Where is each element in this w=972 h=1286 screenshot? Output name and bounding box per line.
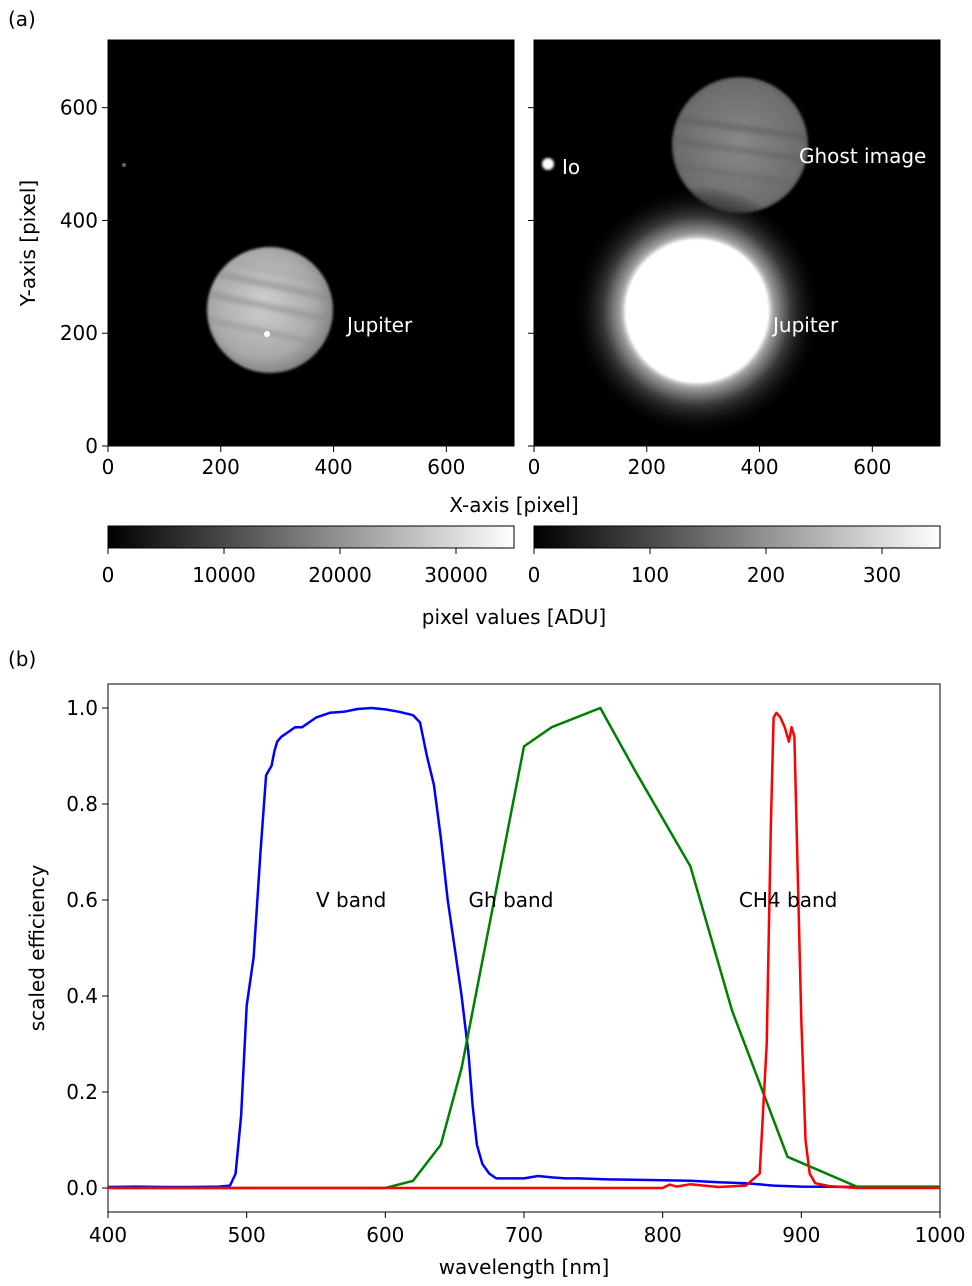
- colorbar-tick-label: 0: [528, 563, 541, 587]
- chart-frame: [107, 683, 941, 1213]
- colorbar-label: pixel values [ADU]: [422, 605, 606, 629]
- x-tick-label: 900: [782, 1223, 820, 1247]
- v-band-line: [107, 706, 940, 1189]
- colorbar-tick-label: 30000: [424, 563, 488, 587]
- left-image-jupiter-bands: [208, 254, 332, 351]
- right-image-jupiter-disk: [625, 239, 769, 383]
- colorbar-ticks: 0 10000 20000 30000 0 100 200 300: [102, 548, 901, 587]
- x-tick-label: 700: [505, 1223, 543, 1247]
- y-tick-label: 0.8: [66, 792, 98, 816]
- colorbar-tick-label: 300: [863, 563, 901, 587]
- band-annotation: V band: [316, 888, 386, 912]
- colorbar-left: [107, 525, 515, 549]
- x-axis-label: wavelength [nm]: [439, 1255, 610, 1279]
- colorbar-tick-label: 100: [631, 563, 669, 587]
- y-axis-label: scaled efficiency: [25, 865, 49, 1032]
- left-image-bright-spot: [264, 331, 270, 337]
- panel-a-xlabel: X-axis [pixel]: [449, 493, 578, 517]
- left-image-panel: Jupiter: [107, 39, 515, 447]
- image-y-tick-label: 400: [60, 208, 98, 232]
- right-image-ghost-bands: [673, 115, 807, 187]
- image-x-tick-label: 600: [853, 455, 891, 479]
- right-image-panel: Io Ghost image Jupiter: [533, 39, 941, 447]
- left-image-label-jupiter: Jupiter: [345, 313, 413, 337]
- ch4-band-line: [108, 711, 940, 1190]
- filter-efficiency-chart: 400 500 600 700 800 900 1000 0.0 0.2 0.4 0.6 0.8 1.0…: [25, 683, 966, 1279]
- right-image-io: [542, 158, 554, 170]
- band-annotation: Gh band: [469, 888, 554, 912]
- colorbar-right: [533, 525, 941, 549]
- left-image-faint-moon: [122, 163, 126, 167]
- y-tick-label: 0.4: [66, 984, 98, 1008]
- colorbar-tick-label: 10000: [192, 563, 256, 587]
- x-tick-label: 600: [366, 1223, 404, 1247]
- y-tick-label: 0.0: [66, 1176, 98, 1200]
- x-tick-label: 500: [228, 1223, 266, 1247]
- right-image-label-jupiter: Jupiter: [771, 313, 839, 337]
- panel-a-ylabel: Y-axis [pixel]: [16, 180, 40, 307]
- x-tick-label: 1000: [915, 1223, 966, 1247]
- image-x-tick-label: 400: [740, 455, 778, 479]
- y-tick-label: 0.6: [66, 888, 98, 912]
- image-y-tick-label: 0: [85, 434, 98, 458]
- image-axes: 0 200 400 600 0 200 400 600 0 200 400 600: [60, 96, 892, 479]
- gh-band-line: [108, 706, 940, 1190]
- image-x-tick-label: 0: [528, 455, 541, 479]
- image-y-tick-label: 200: [60, 321, 98, 345]
- colorbar-tick-label: 20000: [308, 563, 372, 587]
- image-x-tick-label: 200: [202, 455, 240, 479]
- image-x-tick-label: 400: [314, 455, 352, 479]
- x-tick-label: 800: [644, 1223, 682, 1247]
- y-tick-label: 1.0: [66, 696, 98, 720]
- y-tick-label: 0.2: [66, 1080, 98, 1104]
- x-tick-label: 400: [89, 1223, 127, 1247]
- image-x-tick-label: 0: [102, 455, 115, 479]
- right-image-label-io: Io: [562, 155, 580, 179]
- band-annotation: CH4 band: [739, 888, 837, 912]
- image-x-tick-label: 600: [427, 455, 465, 479]
- left-image-background: [108, 40, 514, 446]
- right-image-label-ghost: Ghost image: [799, 144, 926, 168]
- panel-b-label: (b): [8, 647, 36, 671]
- image-x-tick-label: 200: [628, 455, 666, 479]
- panel-a-label: (a): [8, 7, 36, 31]
- colorbar-tick-label: 200: [747, 563, 785, 587]
- colorbar-tick-label: 0: [102, 563, 115, 587]
- image-y-tick-label: 600: [60, 96, 98, 120]
